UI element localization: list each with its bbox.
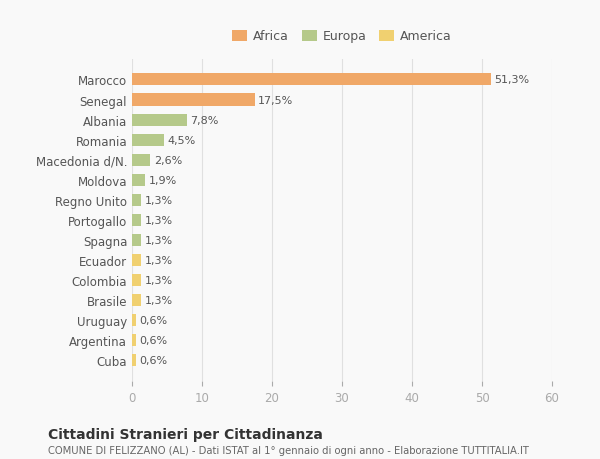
Bar <box>132 235 141 246</box>
Text: 7,8%: 7,8% <box>190 115 218 125</box>
Legend: Africa, Europa, America: Africa, Europa, America <box>226 24 458 50</box>
Bar <box>132 274 141 286</box>
Bar <box>132 134 163 146</box>
Text: 1,3%: 1,3% <box>145 295 173 305</box>
Bar <box>132 214 141 226</box>
Bar <box>132 254 141 266</box>
Text: 1,3%: 1,3% <box>145 235 173 245</box>
Text: COMUNE DI FELIZZANO (AL) - Dati ISTAT al 1° gennaio di ogni anno - Elaborazione : COMUNE DI FELIZZANO (AL) - Dati ISTAT al… <box>48 445 529 455</box>
Text: 0,6%: 0,6% <box>140 355 168 365</box>
Text: 17,5%: 17,5% <box>258 95 293 105</box>
Text: Cittadini Stranieri per Cittadinanza: Cittadini Stranieri per Cittadinanza <box>48 427 323 441</box>
Bar <box>132 294 141 306</box>
Bar <box>132 334 136 347</box>
Bar <box>132 174 145 186</box>
Bar <box>132 154 150 166</box>
Bar <box>132 354 136 366</box>
Bar <box>132 114 187 126</box>
Bar <box>132 94 254 106</box>
Text: 4,5%: 4,5% <box>167 135 195 146</box>
Bar <box>132 194 141 206</box>
Text: 2,6%: 2,6% <box>154 155 182 165</box>
Bar <box>132 314 136 326</box>
Text: 1,3%: 1,3% <box>145 275 173 285</box>
Text: 1,3%: 1,3% <box>145 196 173 205</box>
Text: 1,9%: 1,9% <box>149 175 177 185</box>
Text: 51,3%: 51,3% <box>494 75 530 85</box>
Text: 0,6%: 0,6% <box>140 336 168 345</box>
Text: 0,6%: 0,6% <box>140 315 168 325</box>
Text: 1,3%: 1,3% <box>145 255 173 265</box>
Text: 1,3%: 1,3% <box>145 215 173 225</box>
Bar <box>132 74 491 86</box>
